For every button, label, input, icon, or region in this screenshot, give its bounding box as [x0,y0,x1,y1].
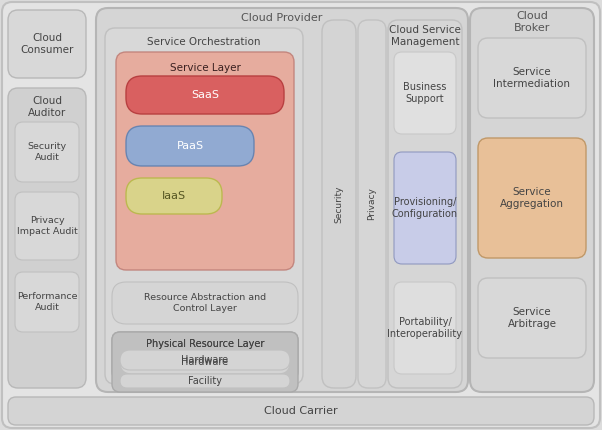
FancyBboxPatch shape [478,38,586,118]
FancyBboxPatch shape [388,20,462,388]
Text: Cloud Carrier: Cloud Carrier [264,406,338,416]
FancyBboxPatch shape [394,52,456,134]
Text: PaaS: PaaS [176,141,203,151]
FancyBboxPatch shape [112,332,298,380]
Text: Facility: Facility [188,376,222,386]
Text: Cloud
Broker: Cloud Broker [514,11,550,33]
FancyBboxPatch shape [120,374,290,388]
FancyBboxPatch shape [8,10,86,78]
Text: Privacy
Impact Audit: Privacy Impact Audit [17,216,78,236]
Text: Hardware: Hardware [181,355,229,365]
FancyBboxPatch shape [478,278,586,358]
Text: Performance
Audit: Performance Audit [17,292,77,312]
Text: Service Layer: Service Layer [170,63,240,73]
FancyBboxPatch shape [120,350,290,370]
Text: Service
Arbitrage: Service Arbitrage [507,307,556,329]
Text: SaaS: SaaS [191,90,219,100]
FancyBboxPatch shape [105,28,303,384]
FancyBboxPatch shape [126,178,222,214]
FancyBboxPatch shape [112,332,298,392]
FancyBboxPatch shape [116,52,294,270]
FancyBboxPatch shape [126,76,284,114]
FancyBboxPatch shape [470,8,594,392]
FancyBboxPatch shape [322,20,356,388]
Text: Hardware: Hardware [181,357,229,367]
Text: Service
Aggregation: Service Aggregation [500,187,564,209]
Text: Security: Security [335,185,344,223]
FancyBboxPatch shape [15,192,79,260]
Text: Physical Resource Layer: Physical Resource Layer [146,339,264,349]
Text: Service Orchestration: Service Orchestration [147,37,261,47]
Text: Service
Intermediation: Service Intermediation [494,67,571,89]
FancyBboxPatch shape [394,282,456,374]
Text: Cloud Service
Management: Cloud Service Management [389,25,461,47]
FancyBboxPatch shape [8,397,594,425]
Text: Security
Audit: Security Audit [28,142,67,162]
FancyBboxPatch shape [15,122,79,182]
Text: Resource Abstraction and
Control Layer: Resource Abstraction and Control Layer [144,293,266,313]
Text: Portability/
Interoperability: Portability/ Interoperability [388,317,462,339]
FancyBboxPatch shape [478,138,586,258]
FancyBboxPatch shape [126,126,254,166]
Text: Cloud
Consumer: Cloud Consumer [20,33,73,55]
Text: Cloud
Auditor: Cloud Auditor [28,96,66,118]
FancyBboxPatch shape [112,282,298,324]
FancyBboxPatch shape [120,350,290,374]
FancyBboxPatch shape [15,272,79,332]
Text: Business
Support: Business Support [403,82,447,104]
Text: IaaS: IaaS [162,191,186,201]
Text: Provisioning/
Configuration: Provisioning/ Configuration [392,197,458,219]
Text: Physical Resource Layer: Physical Resource Layer [146,339,264,349]
FancyBboxPatch shape [358,20,386,388]
Text: Cloud Provider: Cloud Provider [241,13,323,23]
FancyBboxPatch shape [96,8,468,392]
Text: Privacy: Privacy [367,187,376,221]
FancyBboxPatch shape [8,88,86,388]
FancyBboxPatch shape [394,152,456,264]
